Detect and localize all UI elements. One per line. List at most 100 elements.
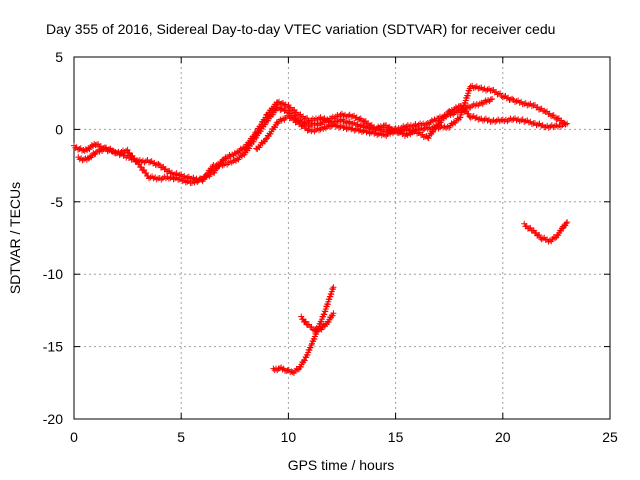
data-point <box>318 116 325 123</box>
data-point <box>294 366 301 373</box>
data-point <box>406 130 412 137</box>
data-point <box>541 107 548 114</box>
data-point <box>262 114 269 121</box>
data-point <box>561 120 568 127</box>
data-series <box>71 82 571 376</box>
data-point <box>560 119 567 126</box>
y-tick-label: 5 <box>55 49 63 65</box>
data-point <box>465 110 472 117</box>
data-point <box>311 336 318 343</box>
data-point <box>452 104 459 111</box>
data-point <box>330 310 337 317</box>
data-point <box>355 116 362 123</box>
data-point <box>345 112 352 119</box>
data-point <box>304 352 311 359</box>
data-point <box>279 366 286 373</box>
chart-title: Day 355 of 2016, Sidereal Day-to-day VTE… <box>46 21 555 37</box>
data-point <box>469 113 476 120</box>
data-point <box>146 159 153 166</box>
data-point <box>262 136 269 143</box>
plot-frame <box>73 56 611 420</box>
data-point <box>431 116 438 123</box>
data-point <box>546 237 553 244</box>
y-tick-label: 0 <box>55 121 63 137</box>
data-point <box>337 117 344 124</box>
data-point <box>289 369 296 376</box>
y-tick-label: -20 <box>43 411 63 427</box>
data-point <box>302 318 309 325</box>
data-point <box>317 120 324 127</box>
series-main-track-a <box>71 95 496 185</box>
data-point <box>308 323 315 330</box>
data-point <box>277 106 284 113</box>
data-point <box>330 284 337 291</box>
series-low-track-2 <box>298 310 337 334</box>
data-point <box>155 160 162 167</box>
x-tick-label: 20 <box>495 429 511 445</box>
y-tick-label: -5 <box>51 194 64 210</box>
data-point <box>312 326 319 333</box>
data-point <box>307 344 314 351</box>
data-point <box>448 106 455 113</box>
data-point <box>172 175 179 182</box>
data-point <box>552 235 559 242</box>
data-point <box>550 112 557 119</box>
series-main-track-b <box>75 98 571 187</box>
series-low-track-3 <box>521 219 571 245</box>
data-point <box>552 114 559 121</box>
data-point <box>472 84 479 91</box>
data-point <box>489 95 496 102</box>
data-point <box>321 311 328 318</box>
y-axis-label: SDTVAR / TECUs <box>7 182 23 294</box>
data-point <box>536 231 543 238</box>
data-point <box>484 86 491 93</box>
x-tick-label: 25 <box>602 429 618 445</box>
y-tick-label: -15 <box>43 339 63 355</box>
x-tick-label: 15 <box>388 429 404 445</box>
data-point <box>267 130 274 137</box>
data-point <box>158 176 165 183</box>
data-point <box>277 101 284 108</box>
data-point <box>345 119 352 126</box>
data-point <box>497 90 504 97</box>
x-tick-label: 10 <box>281 429 297 445</box>
x-tick-labels: 0 5 10 15 20 25 <box>70 429 618 445</box>
data-point <box>499 94 506 101</box>
data-point <box>493 117 500 124</box>
data-point <box>538 236 545 243</box>
data-point <box>280 115 287 122</box>
series-low-track-1 <box>270 284 337 376</box>
data-point <box>253 130 260 137</box>
data-point <box>525 101 532 108</box>
data-point <box>410 127 417 134</box>
data-point <box>257 123 264 130</box>
data-point <box>563 220 570 227</box>
data-point <box>314 125 321 132</box>
data-point <box>395 130 402 137</box>
x-axis-label: GPS time / hours <box>288 457 395 473</box>
series-main-track-c <box>253 82 568 153</box>
data-point <box>261 117 268 124</box>
data-point <box>167 174 174 181</box>
data-point <box>104 146 111 153</box>
data-point <box>205 172 211 179</box>
data-point <box>308 342 315 349</box>
data-point <box>551 122 558 129</box>
data-point <box>142 158 149 165</box>
data-point <box>487 96 494 103</box>
x-tick-label: 0 <box>70 429 78 445</box>
data-point <box>196 175 203 182</box>
data-point <box>564 219 571 226</box>
data-point <box>301 357 308 364</box>
data-point <box>328 291 335 298</box>
data-point <box>304 115 311 122</box>
y-tick-labels: -20 -15 -10 -5 0 5 <box>43 49 63 427</box>
axis-ticks <box>73 56 611 420</box>
data-point <box>444 123 451 130</box>
data-point <box>272 124 278 131</box>
y-tick-label: -10 <box>43 266 63 282</box>
data-point <box>318 318 325 325</box>
data-point <box>184 178 191 185</box>
data-point <box>75 146 82 153</box>
